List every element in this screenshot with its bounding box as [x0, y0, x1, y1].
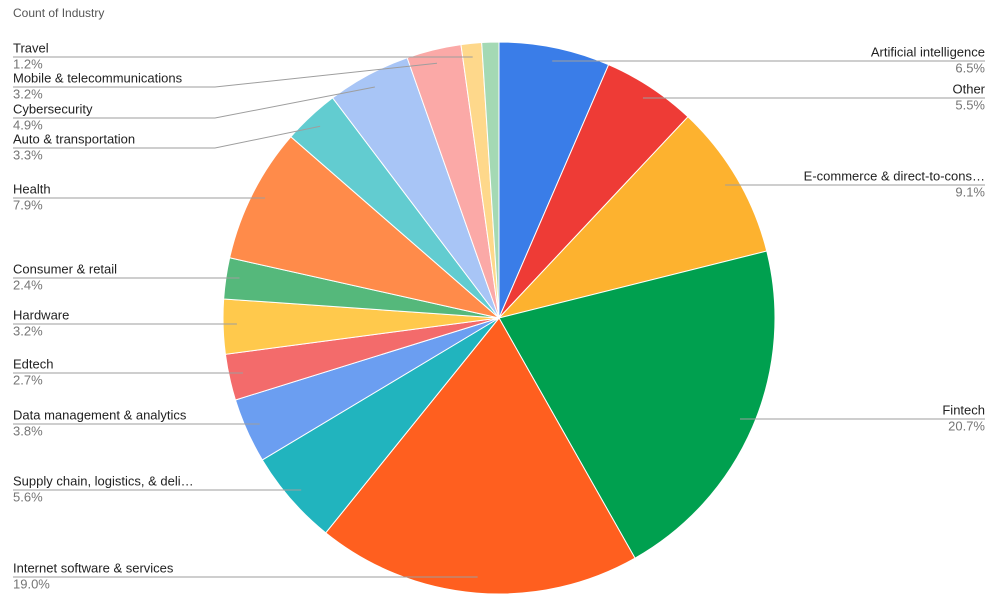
- value-label: 3.2%: [13, 323, 43, 338]
- leader-line: [13, 86, 375, 119]
- legend-label: Internet software & services: [13, 560, 174, 575]
- leader-line: [13, 62, 438, 88]
- pie-slice: [481, 41, 500, 319]
- pie-slice: [229, 136, 500, 319]
- legend-label: Edtech: [13, 356, 53, 371]
- legend-label: E-commerce & direct-to-cons…: [804, 168, 985, 183]
- value-label: 6.5%: [955, 60, 985, 75]
- value-label: 1.2%: [13, 56, 43, 71]
- value-label: 9.1%: [955, 184, 985, 199]
- legend-label: Data management & analytics: [13, 407, 187, 422]
- value-label: 3.8%: [13, 423, 43, 438]
- legend-label: Consumer & retail: [13, 261, 117, 276]
- legend-label: Travel: [13, 40, 49, 55]
- value-label: 19.0%: [13, 576, 50, 591]
- chart-title: Count of Industry: [13, 6, 104, 20]
- legend-label: Health: [13, 181, 51, 196]
- leader-line: [13, 125, 321, 149]
- value-label: 2.4%: [13, 277, 43, 292]
- value-label: 4.9%: [13, 117, 43, 132]
- pie-slice: [325, 317, 636, 595]
- legend-label: Mobile & telecommunications: [13, 70, 183, 85]
- value-label: 5.5%: [955, 97, 985, 112]
- pie-slice: [498, 250, 776, 559]
- legend-label: Supply chain, logistics, & deli…: [13, 473, 194, 488]
- legend-label: Artificial intelligence: [871, 44, 985, 59]
- value-label: 7.9%: [13, 197, 43, 212]
- pie-slice: [498, 41, 610, 319]
- value-label: 20.7%: [948, 418, 985, 433]
- legend-label: Other: [952, 81, 985, 96]
- value-label: 2.7%: [13, 372, 43, 387]
- legend-label: Hardware: [13, 307, 69, 322]
- legend-label: Cybersecurity: [13, 101, 93, 116]
- value-label: 5.6%: [13, 489, 43, 504]
- value-label: 3.3%: [13, 147, 43, 162]
- legend-label: Auto & transportation: [13, 131, 135, 146]
- value-label: 3.2%: [13, 86, 43, 101]
- legend-label: Fintech: [942, 402, 985, 417]
